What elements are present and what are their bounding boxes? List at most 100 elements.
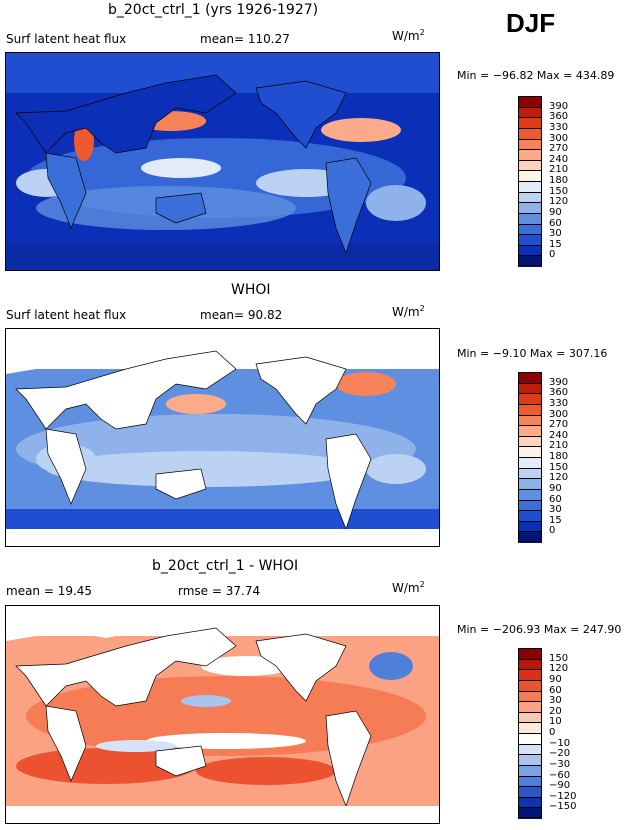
panel-2-map-svg	[6, 329, 439, 546]
panel-1-title: b_20ct_ctrl_1 (yrs 1926-1927)	[108, 2, 319, 18]
colorbar-swatch	[518, 138, 542, 150]
colorbar-swatch	[518, 403, 542, 415]
colorbar-tick-label: 0	[549, 525, 556, 537]
colorbar-tick-label: 300	[549, 408, 569, 420]
colorbar-tick-label: 270	[549, 143, 569, 155]
colorbar-tick-label: −10	[549, 737, 571, 749]
panel-1-minmax: Min = −96.82 Max = 434.89	[457, 69, 615, 82]
colorbar-swatch	[518, 393, 542, 405]
colorbar-tick-label: 180	[549, 451, 569, 462]
colorbar-tick-label: 0	[549, 727, 556, 738]
colorbar-swatch	[518, 106, 542, 118]
colorbar-tick-label: 330	[549, 121, 569, 133]
panel-2-colorbar	[518, 372, 542, 543]
colorbar-swatch	[518, 202, 542, 214]
colorbar-swatch	[518, 467, 542, 479]
colorbar-tick-label: 30	[549, 228, 562, 240]
panel-2-minmax: Min = −9.10 Max = 307.16	[457, 347, 608, 360]
colorbar-tick-label: 300	[549, 132, 569, 144]
colorbar-tick-label: 150	[549, 461, 569, 473]
colorbar-swatch	[518, 786, 542, 798]
colorbar-tick-label: 390	[549, 376, 569, 388]
panel-1-mean-label: mean= 110.27	[200, 32, 290, 46]
colorbar-swatch	[518, 711, 542, 723]
panel-3-minmax: Min = −206.93 Max = 247.90	[457, 623, 622, 636]
colorbar-swatch	[518, 669, 542, 681]
panel-1-map	[5, 52, 440, 271]
panel-1-variable-label: Surf latent heat flux	[6, 32, 127, 46]
panel-1-map-svg	[6, 53, 439, 270]
panel-3-rmse-label: rmse = 37.74	[178, 584, 261, 598]
colorbar-tick-label: −120	[549, 790, 577, 802]
panel-3-colorbar	[518, 648, 542, 819]
colorbar-swatch	[518, 775, 542, 787]
panel-2-variable-label: Surf latent heat flux	[6, 308, 127, 322]
colorbar-tick-label: 150	[549, 652, 569, 664]
colorbar-tick-label: 120	[549, 196, 569, 208]
colorbar-swatch	[518, 488, 542, 500]
colorbar-tick-label: 90	[549, 482, 562, 494]
colorbar-tick-label: 210	[549, 440, 569, 452]
colorbar-swatch	[518, 117, 542, 129]
colorbar-swatch	[518, 382, 542, 394]
colorbar-tick-label: 240	[549, 429, 569, 441]
colorbar-tick-label: −60	[549, 769, 571, 781]
colorbar-tick-label: 120	[549, 472, 569, 484]
colorbar-swatch	[518, 435, 542, 447]
colorbar-tick-label: −20	[549, 748, 571, 760]
colorbar-swatch	[518, 255, 542, 267]
colorbar-swatch	[518, 244, 542, 256]
colorbar-swatch	[518, 170, 542, 182]
colorbar-swatch	[518, 181, 542, 193]
season-label: DJF	[506, 8, 556, 38]
colorbar-tick-label: −90	[549, 780, 571, 792]
colorbar-tick-label: −30	[549, 758, 571, 770]
colorbar-swatch	[518, 510, 542, 522]
colorbar-tick-label: 60	[549, 217, 562, 229]
colorbar-swatch	[518, 796, 542, 808]
colorbar-swatch	[518, 372, 542, 384]
colorbar-swatch	[518, 807, 542, 819]
colorbar-tick-label: 330	[549, 397, 569, 409]
colorbar-tick-label: 150	[549, 185, 569, 197]
colorbar-swatch	[518, 234, 542, 246]
colorbar-swatch	[518, 520, 542, 532]
colorbar-tick-label: 60	[549, 684, 562, 696]
colorbar-swatch	[518, 457, 542, 469]
colorbar-swatch	[518, 499, 542, 511]
colorbar-swatch	[518, 733, 542, 745]
colorbar-swatch	[518, 658, 542, 670]
colorbar-tick-label: 30	[549, 695, 562, 707]
colorbar-tick-label: 0	[549, 249, 556, 261]
colorbar-swatch	[518, 96, 542, 108]
panel-3-title: b_20ct_ctrl_1 - WHOI	[152, 558, 299, 574]
colorbar-tick-label: 20	[549, 705, 562, 717]
colorbar-tick-label: 270	[549, 419, 569, 431]
colorbar-swatch	[518, 425, 542, 437]
colorbar-tick-label: 360	[549, 111, 569, 123]
panel-3-map-svg	[6, 606, 439, 823]
colorbar-tick-label: 210	[549, 164, 569, 176]
colorbar-tick-label: 390	[549, 100, 569, 112]
colorbar-tick-label: 30	[549, 504, 562, 516]
colorbar-swatch	[518, 701, 542, 713]
colorbar-swatch	[518, 478, 542, 490]
colorbar-swatch	[518, 679, 542, 691]
colorbar-swatch	[518, 414, 542, 426]
panel-2-unit: W/m2	[392, 304, 425, 319]
colorbar-tick-label: 120	[549, 663, 569, 675]
panel-2-title: WHOI	[231, 282, 271, 298]
colorbar-tick-label: 60	[549, 493, 562, 505]
colorbar-swatch	[518, 754, 542, 766]
colorbar-tick-label: 15	[549, 238, 562, 250]
colorbar-tick-label: 240	[549, 153, 569, 165]
colorbar-tick-label: 90	[549, 673, 562, 685]
panel-3-map	[5, 605, 440, 824]
colorbar-swatch	[518, 149, 542, 161]
colorbar-swatch	[518, 743, 542, 755]
colorbar-swatch	[518, 191, 542, 203]
colorbar-tick-label: 180	[549, 175, 569, 186]
colorbar-swatch	[518, 690, 542, 702]
panel-3-mean-label: mean = 19.45	[6, 584, 93, 598]
colorbar-swatch	[518, 648, 542, 660]
